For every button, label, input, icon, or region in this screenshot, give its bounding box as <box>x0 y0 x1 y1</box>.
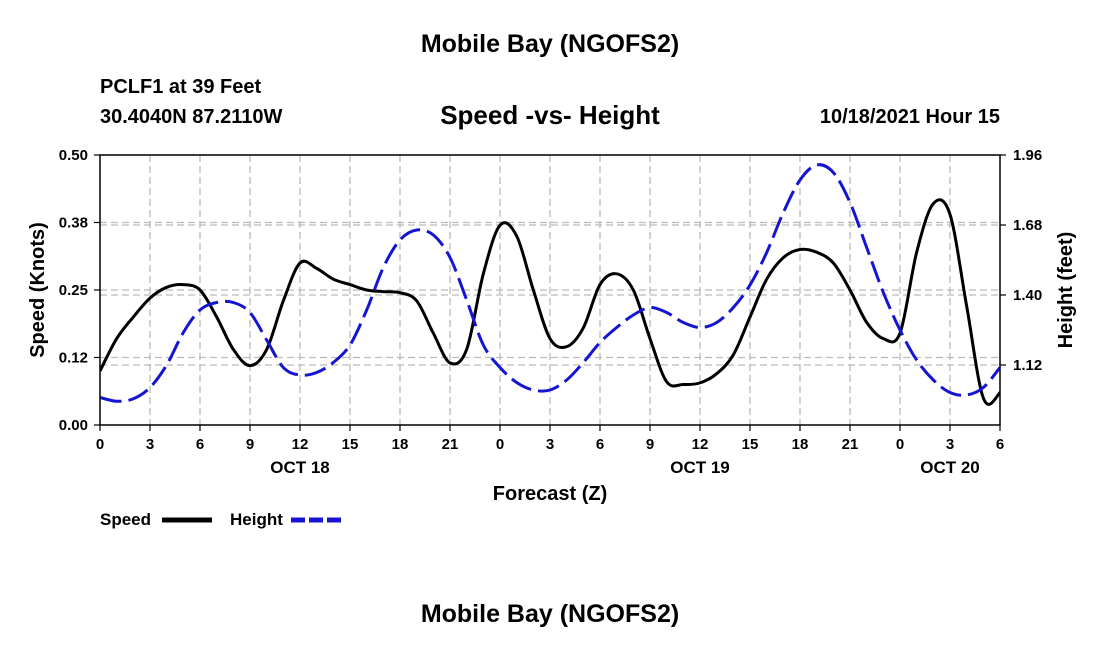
x-tick-label: 0 <box>896 436 904 453</box>
height-series-line <box>100 163 1000 403</box>
x-tick-label: 6 <box>596 436 604 453</box>
chart-main-title: Mobile Bay (NGOFS2) <box>420 30 680 58</box>
x-tick-label: 6 <box>996 436 1004 453</box>
x-tick-label: 6 <box>196 436 204 453</box>
x-axis-label: Forecast (Z) <box>493 483 607 505</box>
x-tick-label: 3 <box>146 436 154 453</box>
legend: Speed Height <box>100 510 341 529</box>
y2-axis-label: Height (feet) <box>1055 232 1077 349</box>
x-tick-label: 0 <box>96 436 104 453</box>
x-tick-label: 21 <box>842 436 859 453</box>
series-group <box>100 163 1000 406</box>
legend-height-label: Height <box>230 510 283 529</box>
x-tick-label: 3 <box>546 436 554 453</box>
x-tick-label: 15 <box>742 436 759 453</box>
y-axis-label: Speed (Knots) <box>27 222 49 358</box>
speed-height-chart: 0 3 6 9 12 15 18 21 0 3 6 9 12 15 18 21 0 3 6 OCT 18 OCT 19 O… <box>27 147 1077 529</box>
y2-tick-label: 1.40 <box>1013 287 1042 304</box>
y-tick-label: 0.25 <box>59 282 88 299</box>
x-tick-label: 3 <box>946 436 954 453</box>
axes: 0 3 6 9 12 15 18 21 0 3 6 9 12 15 18 21 0 3 6 OCT 18 OCT 19 O… <box>59 147 1042 477</box>
grid <box>100 154 1000 425</box>
station-label: PCLF1 at 39 Feet <box>100 76 262 98</box>
x-tick-label: 18 <box>392 436 409 453</box>
x-tick-label: 12 <box>292 436 309 453</box>
station-coordinates: 30.4040N 87.2110W <box>100 106 283 128</box>
x-tick-label: 18 <box>792 436 809 453</box>
y2-tick-label: 1.68 <box>1013 217 1042 234</box>
y2-tick-label: 1.96 <box>1013 147 1042 164</box>
repeated-chart-title: Mobile Bay (NGOFS2) <box>420 600 680 628</box>
x-tick-label: 9 <box>246 436 254 453</box>
y-tick-label: 0.50 <box>59 147 88 164</box>
y2-tick-label: 1.12 <box>1013 357 1042 374</box>
y-tick-label: 0.00 <box>59 417 88 434</box>
x-tick-label: 21 <box>442 436 459 453</box>
x-tick-label: 12 <box>692 436 709 453</box>
x-tick-label: 0 <box>496 436 504 453</box>
chart-subtitle: Speed -vs- Height <box>440 100 660 130</box>
forecast-datetime: 10/18/2021 Hour 15 <box>819 106 1000 128</box>
legend-speed-label: Speed <box>100 510 151 529</box>
x-tick-label: 9 <box>646 436 654 453</box>
y-tick-label: 0.12 <box>59 350 88 367</box>
x-day-label: OCT 19 <box>670 458 730 477</box>
x-tick-label: 15 <box>342 436 359 453</box>
y-tick-label: 0.38 <box>59 215 88 232</box>
x-day-label: OCT 18 <box>270 458 330 477</box>
x-day-label: OCT 20 <box>920 458 980 477</box>
